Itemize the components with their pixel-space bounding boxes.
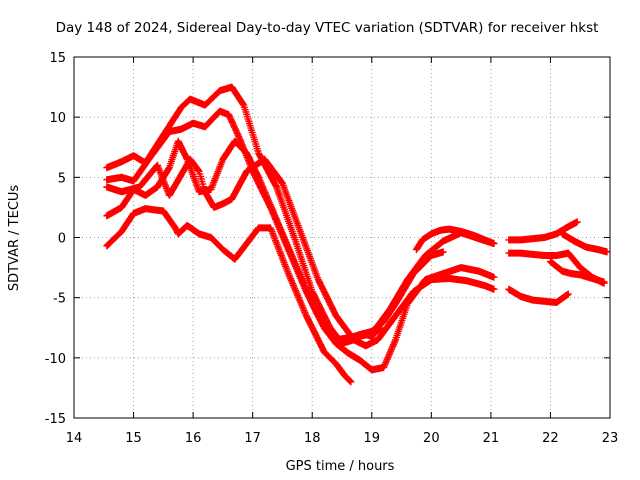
axis-ticks: 14 15 16 17 18 19 20 21 22 23 -15 -10 -5 0 5 10 15 (45, 51, 619, 446)
series-track-12 (558, 230, 611, 256)
x-tick-label: 22 (542, 431, 559, 446)
y-tick-label: -15 (45, 412, 66, 427)
plus-markers-track-1 (103, 83, 385, 347)
plus-markers-track-10 (505, 285, 572, 306)
data-points (103, 83, 611, 386)
x-tick-label: 21 (483, 431, 500, 446)
chart-title: Day 148 of 2024, Sidereal Day-to-day VTE… (56, 20, 599, 36)
x-tick-label: 16 (185, 431, 202, 446)
plot-area-border (73, 56, 611, 419)
y-tick-label: -10 (45, 352, 66, 367)
y-tick-label: 5 (58, 171, 66, 186)
x-tick-label: 20 (423, 431, 440, 446)
plus-markers-track-5 (103, 205, 355, 386)
series-track-1 (103, 83, 385, 347)
plus-markers-track-12 (558, 230, 611, 256)
plus-markers-track-4 (103, 137, 498, 374)
series-track-11 (546, 258, 608, 286)
x-tick-label: 14 (66, 431, 83, 446)
y-tick-label: 0 (58, 232, 66, 247)
series-track-7 (412, 225, 498, 253)
y-axis-label: SDTVAR / TECUs (7, 185, 22, 292)
x-tick-label: 23 (602, 431, 619, 446)
x-tick-label: 18 (304, 431, 321, 446)
x-tick-label: 15 (125, 431, 142, 446)
series-track-10 (505, 285, 572, 306)
y-tick-label: 15 (49, 51, 66, 66)
y-tick-label: 10 (49, 111, 66, 126)
grid (74, 57, 610, 418)
y-tick-label: -5 (53, 292, 66, 307)
x-axis-label: GPS time / hours (286, 459, 395, 474)
plus-markers-track-7 (412, 225, 498, 253)
series-track-5 (103, 205, 355, 386)
x-tick-label: 17 (244, 431, 261, 446)
series-track-4 (103, 137, 498, 374)
plus-markers-track-11 (546, 258, 608, 286)
x-tick-label: 19 (364, 431, 381, 446)
